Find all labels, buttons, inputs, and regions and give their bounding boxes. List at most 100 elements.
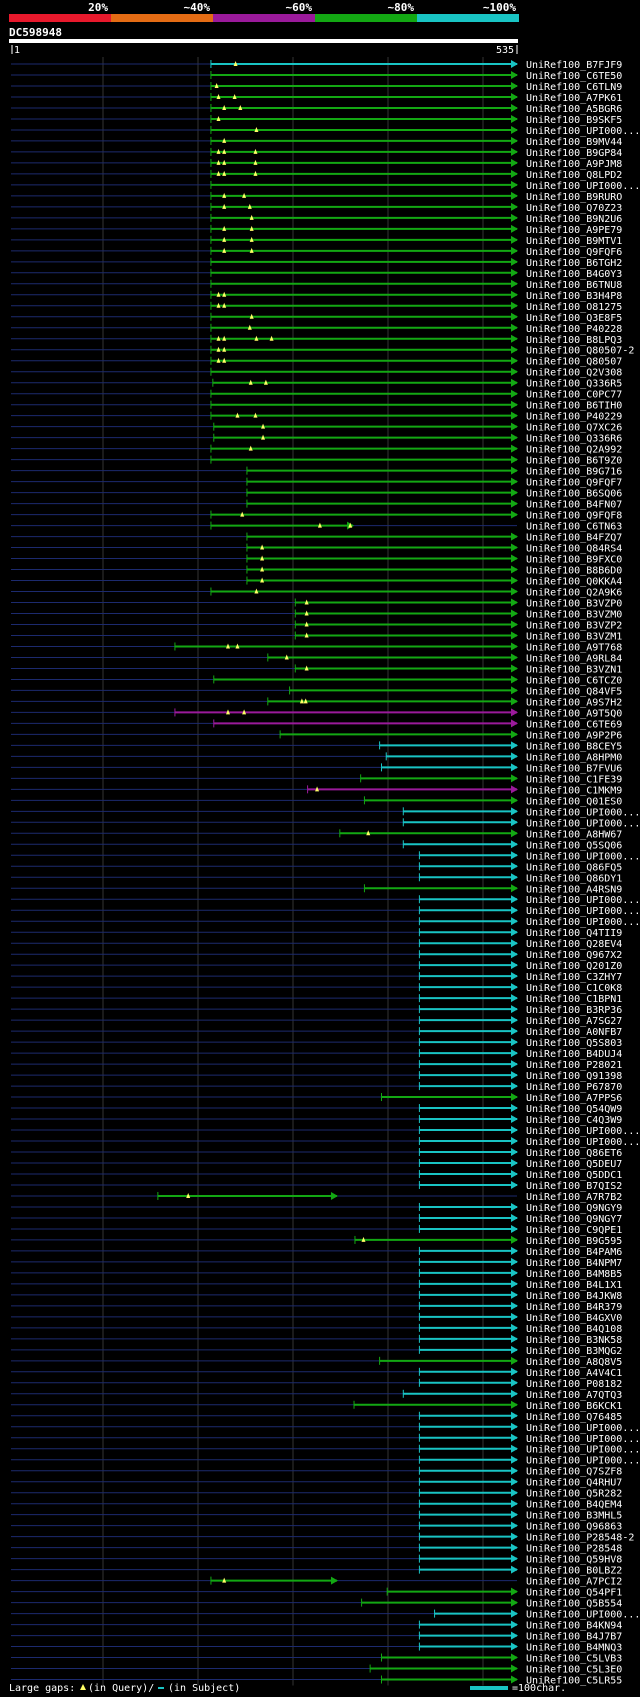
hit-label[interactable]: UniRef100_B4PAM6: [526, 1247, 622, 1258]
hit-label[interactable]: UniRef100_B4QEM4: [526, 1500, 622, 1511]
hit-label[interactable]: UniRef100_B4FZQ7: [526, 533, 622, 544]
hit-label[interactable]: UniRef100_Q5DEU7: [526, 1159, 622, 1170]
hit-label[interactable]: UniRef100_A4RSN9: [526, 884, 622, 895]
hit-label[interactable]: UniRef100_UPI000...: [526, 906, 640, 917]
hit-label[interactable]: UniRef100_UPI000...: [526, 917, 640, 928]
hit-label[interactable]: UniRef100_B8B6D0: [526, 566, 622, 577]
hit-label[interactable]: UniRef100_Q86FQ5: [526, 862, 622, 873]
hit-label[interactable]: UniRef100_Q9FQF7: [526, 478, 622, 489]
hit-label[interactable]: UniRef100_A8Q8V5: [526, 1357, 622, 1368]
hit-label[interactable]: UniRef100_Q8LPD2: [526, 170, 622, 181]
hit-label[interactable]: UniRef100_A7QTQ3: [526, 1390, 622, 1401]
hit-label[interactable]: UniRef100_Q5R282: [526, 1489, 622, 1500]
hit-label[interactable]: UniRef100_B7QIS2: [526, 1181, 622, 1192]
hit-label[interactable]: UniRef100_C1FE39: [526, 774, 622, 785]
hit-label[interactable]: UniRef100_UPI000...: [526, 851, 640, 862]
hit-label[interactable]: UniRef100_Q5DDC1: [526, 1170, 622, 1181]
hit-label[interactable]: UniRef100_B6TGH2: [526, 258, 622, 269]
hit-label[interactable]: UniRef100_A7PK61: [526, 93, 622, 104]
hit-label[interactable]: UniRef100_B8LPQ3: [526, 335, 622, 346]
hit-label[interactable]: UniRef100_Q336R5: [526, 379, 622, 390]
hit-label[interactable]: UniRef100_B4JKW8: [526, 1291, 622, 1302]
hit-label[interactable]: UniRef100_B4R379: [526, 1302, 622, 1313]
hit-label[interactable]: UniRef100_A8HPM0: [526, 752, 622, 763]
hit-label[interactable]: UniRef100_C6TE50: [526, 71, 622, 82]
hit-label[interactable]: UniRef100_P28021: [526, 1060, 622, 1071]
hit-label[interactable]: UniRef100_A7PCI2: [526, 1577, 622, 1588]
hit-label[interactable]: UniRef100_B4M8B5: [526, 1269, 622, 1280]
hit-label[interactable]: UniRef100_B3RP36: [526, 1005, 622, 1016]
hit-label[interactable]: UniRef100_Q336R6: [526, 434, 622, 445]
hit-label[interactable]: UniRef100_B7FVU6: [526, 763, 622, 774]
hit-label[interactable]: UniRef100_B4FN07: [526, 500, 622, 511]
hit-label[interactable]: UniRef100_Q80507: [526, 357, 622, 368]
hit-label[interactable]: UniRef100_B4KN94: [526, 1621, 622, 1632]
hit-label[interactable]: UniRef100_Q4RHU7: [526, 1478, 622, 1489]
hit-label[interactable]: UniRef100_Q54QW9: [526, 1104, 622, 1115]
hit-label[interactable]: UniRef100_B9G595: [526, 1236, 622, 1247]
hit-label[interactable]: UniRef100_A9P2P6: [526, 730, 622, 741]
hit-label[interactable]: UniRef100_B9MTV1: [526, 236, 622, 247]
hit-label[interactable]: UniRef100_B3VZP0: [526, 599, 622, 610]
hit-label[interactable]: UniRef100_Q9NGY9: [526, 1203, 622, 1214]
hit-label[interactable]: UniRef100_UPI000...: [526, 1434, 640, 1445]
hit-label[interactable]: UniRef100_C4Q3W9: [526, 1115, 622, 1126]
hit-label[interactable]: UniRef100_UPI000...: [526, 895, 640, 906]
hit-label[interactable]: UniRef100_Q4TII9: [526, 928, 622, 939]
hit-label[interactable]: UniRef100_B6KCK1: [526, 1401, 622, 1412]
hit-label[interactable]: UniRef100_Q7SZF8: [526, 1467, 622, 1478]
hit-label[interactable]: UniRef100_Q9FQF8: [526, 511, 622, 522]
hit-label[interactable]: UniRef100_Q967X2: [526, 950, 622, 961]
hit-label[interactable]: UniRef100_A7PPS6: [526, 1093, 622, 1104]
hit-label[interactable]: UniRef100_Q76485: [526, 1412, 622, 1423]
hit-label[interactable]: UniRef100_Q7XC26: [526, 423, 622, 434]
hit-label[interactable]: UniRef100_P08182: [526, 1379, 622, 1390]
hit-label[interactable]: UniRef100_Q91398: [526, 1071, 622, 1082]
hit-label[interactable]: UniRef100_B4L1X1: [526, 1280, 622, 1291]
hit-label[interactable]: UniRef100_Q2A9K6: [526, 588, 622, 599]
hit-label[interactable]: UniRef100_B9GP84: [526, 148, 622, 159]
hit-label[interactable]: UniRef100_A9T768: [526, 642, 622, 653]
hit-label[interactable]: UniRef100_C6TE69: [526, 719, 622, 730]
hit-label[interactable]: UniRef100_B4G0Y3: [526, 269, 622, 280]
hit-label[interactable]: UniRef100_Q5SQ06: [526, 840, 622, 851]
hit-label[interactable]: UniRef100_Q3E8F5: [526, 313, 622, 324]
hit-label[interactable]: UniRef100_P28548-2: [526, 1533, 634, 1544]
hit-label[interactable]: UniRef100_A9PE79: [526, 225, 622, 236]
hit-label[interactable]: UniRef100_A7R7B2: [526, 1192, 622, 1203]
hit-label[interactable]: UniRef100_B8CEY5: [526, 741, 622, 752]
hit-label[interactable]: UniRef100_O81275: [526, 302, 622, 313]
hit-label[interactable]: UniRef100_B9SKF5: [526, 115, 622, 126]
hit-label[interactable]: UniRef100_B6SQ06: [526, 489, 622, 500]
hit-label[interactable]: UniRef100_B3MQG2: [526, 1346, 622, 1357]
hit-label[interactable]: UniRef100_C5LR55: [526, 1676, 622, 1687]
hit-label[interactable]: UniRef100_UPI000...: [526, 1610, 640, 1621]
hit-label[interactable]: UniRef100_B4NPM7: [526, 1258, 622, 1269]
hit-label[interactable]: UniRef100_Q84VF5: [526, 686, 622, 697]
hit-label[interactable]: UniRef100_Q86ET6: [526, 1148, 622, 1159]
hit-label[interactable]: UniRef100_B9N2U6: [526, 214, 622, 225]
hit-label[interactable]: UniRef100_A7SG27: [526, 1016, 622, 1027]
hit-label[interactable]: UniRef100_A9T5Q0: [526, 708, 622, 719]
hit-label[interactable]: UniRef100_B6TIH0: [526, 401, 622, 412]
hit-label[interactable]: UniRef100_C6TN63: [526, 522, 622, 533]
hit-label[interactable]: UniRef100_B3NK58: [526, 1335, 622, 1346]
hit-label[interactable]: UniRef100_UPI000...: [526, 818, 640, 829]
hit-label[interactable]: UniRef100_B4DUJ4: [526, 1049, 622, 1060]
hit-label[interactable]: UniRef100_Q70Z23: [526, 203, 622, 214]
hit-label[interactable]: UniRef100_A5BGR6: [526, 104, 622, 115]
hit-label[interactable]: UniRef100_B3VZM0: [526, 610, 622, 621]
hit-label[interactable]: UniRef100_B7FJF9: [526, 60, 622, 71]
hit-label[interactable]: UniRef100_Q84RS4: [526, 544, 622, 555]
hit-label[interactable]: UniRef100_UPI000...: [526, 1126, 640, 1137]
hit-label[interactable]: UniRef100_B6TNU8: [526, 280, 622, 291]
hit-label[interactable]: UniRef100_Q01ES0: [526, 796, 622, 807]
hit-label[interactable]: UniRef100_UPI000...: [526, 1423, 640, 1434]
hit-label[interactable]: UniRef100_Q59HV8: [526, 1555, 622, 1566]
hit-label[interactable]: UniRef100_C1MKM9: [526, 785, 622, 796]
hit-label[interactable]: UniRef100_A9S7H2: [526, 697, 622, 708]
hit-label[interactable]: UniRef100_C6TLN9: [526, 82, 622, 93]
hit-label[interactable]: UniRef100_C6TCZ0: [526, 675, 622, 686]
hit-label[interactable]: UniRef100_B3VZM1: [526, 631, 622, 642]
hit-label[interactable]: UniRef100_B9RURO: [526, 192, 622, 203]
